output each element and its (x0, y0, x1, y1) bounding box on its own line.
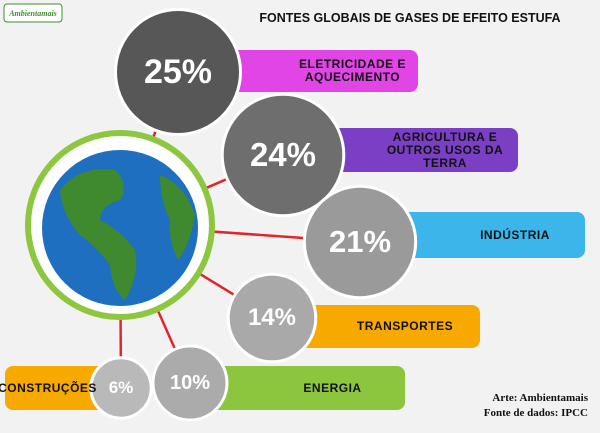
logo-box (3, 3, 63, 23)
label-bar (230, 50, 418, 92)
category-label: CONSTRUÇÕES (0, 380, 97, 395)
value-label: 24% (249, 135, 317, 173)
chart-title: FONTES GLOBAIS DE GASES DE EFEITO ESTUFA (259, 11, 560, 25)
category-label: ELETRICIDADE E AQUECIMENTO (298, 57, 406, 84)
credit: Fonte de dados: IPCC (483, 407, 588, 419)
value-label: 21% (328, 223, 392, 259)
bubble (226, 272, 318, 364)
label-bar (330, 128, 518, 172)
label-bar (200, 366, 405, 410)
label-bar (300, 305, 480, 348)
label-bar (400, 212, 585, 258)
category-label: ENERGIA (303, 380, 362, 395)
bubble (220, 92, 346, 218)
value-label: 14% (247, 303, 296, 331)
credit: Arte: Ambientamais (492, 392, 588, 404)
category-label: AGRICULTURA E OUTROS USOS DA TERRA (386, 129, 504, 170)
bubble (151, 344, 229, 422)
category-label: INDÚSTRIA (480, 227, 550, 242)
label-bar (5, 366, 115, 410)
value-label: 6% (108, 377, 134, 397)
logo: Ambientamais (8, 9, 57, 18)
continent (60, 169, 137, 300)
value-label: 25% (143, 52, 213, 91)
category-label: TRANSPORTES (356, 319, 454, 333)
continent (160, 175, 195, 260)
value-label: 10% (169, 371, 211, 394)
bubble (89, 356, 153, 420)
bubble (114, 8, 242, 136)
bubble (302, 184, 418, 300)
